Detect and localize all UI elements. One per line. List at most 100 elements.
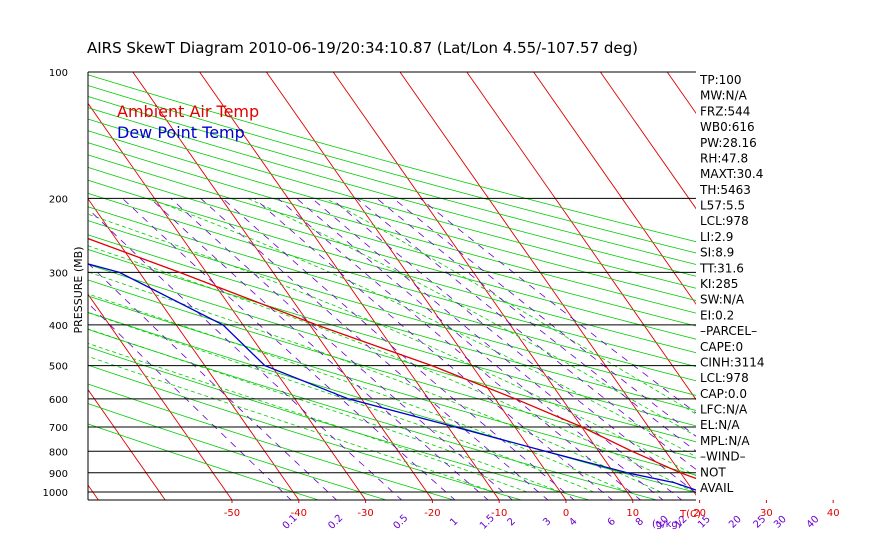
bottom-temp-tick-labels: -50 -40 -30 -20 -10 0 10 20 30 40 [224,500,840,519]
bottom-temp-tick-label: -10 [491,508,507,519]
index-item: AVAIL [700,481,734,495]
mixing-ratio-label: 6 [606,516,618,528]
isotherm-line [533,72,696,305]
pressure-tick-label: 700 [49,423,68,434]
index-item: LI:2.9 [700,230,733,244]
dry-adiabat-line [88,311,696,493]
dry-adiabat-line [88,249,696,427]
mixing-unit-label: (g/kg) [652,519,682,530]
bottom-temp-tick-label: 30 [760,508,773,519]
isotherm-line [600,72,696,210]
mixing-ratio-label: 2 [506,516,518,528]
pressure-tick-label: 100 [49,68,68,79]
index-item: TP:100 [699,73,742,87]
bottom-temp-tick-label: 20 [693,508,706,519]
mixing-ratio-line [254,198,614,500]
bottom-temp-tick-label: -40 [291,508,307,519]
mixing-ratio-label: 1 [448,516,460,528]
index-item: SW:N/A [700,293,745,307]
index-item: NOT [700,465,726,479]
mixing-ratio-label: 8 [634,516,646,528]
index-item: FRZ:544 [700,104,750,118]
pressure-tick-label: 500 [49,362,68,373]
dry-adiabat-line [88,179,696,354]
bottom-temp-tick-label: -20 [424,508,440,519]
isotherm-line [466,72,696,401]
dry-adiabat-line [88,220,696,396]
index-item: RH:47.8 [700,151,748,165]
index-item: WB0:616 [700,120,755,134]
pressure-tick-label: 900 [49,469,68,480]
mixing-ratio-line [393,198,696,437]
index-item: LCL:978 [700,371,749,385]
mixing-ratio-line [88,208,403,500]
mixing-ratio-line [376,198,696,452]
mixing-ratio-label: 40 [805,514,822,531]
index-item: MW:N/A [700,89,748,103]
isotherm-line [666,72,696,114]
index-item: MPL:N/A [700,434,750,448]
dry-adiabat-line [88,346,590,500]
dry-adiabat-line [88,328,657,500]
dry-adiabat-line [88,142,696,314]
pressure-tick-labels: 100 200 300 400 500 600 700 800 900 1000 [43,68,68,499]
pressure-tick-label: 200 [49,194,68,205]
legend-ambient-air-temp: Ambient Air Temp [117,102,259,121]
mixing-ratio-label: 20 [727,514,744,531]
dry-adiabat-line [88,130,696,301]
pressure-tick-label: 400 [49,321,68,332]
mixing-ratio-line [88,302,292,500]
dry-adiabat-line [88,118,696,289]
bottom-temp-tick-label: 0 [563,508,569,519]
index-item: KI:285 [700,277,738,291]
mixing-ratio-line [277,198,642,500]
isotherm-line [88,388,166,500]
index-item: TT:31.6 [699,261,744,275]
ambient-air-temp-line [88,237,696,480]
mixing-ratio-line [311,198,683,500]
pressure-tick-label: 600 [49,395,68,406]
mixing-ratio-line [356,198,696,470]
mixing-ratio-line [122,198,456,500]
index-item: EI:0.2 [700,308,734,322]
moist-adiabat-line [88,328,561,493]
bottom-temp-tick-label: 40 [827,508,840,519]
index-item: CAPE:0 [700,340,743,354]
mixing-ratio-line [88,262,338,500]
dry-adiabat-line [88,107,696,277]
dry-adiabat-line [88,74,696,243]
index-item: EL:N/A [700,418,740,432]
dry-adiabat-line [88,383,454,500]
isotherm-line [0,72,32,500]
mixing-ratio-line [150,198,489,500]
pressure-tick-label: 300 [49,268,68,279]
pressure-tick-label: 800 [49,447,68,458]
isotherm-line [88,198,300,500]
isotherm-line [132,72,433,500]
dry-adiabat-line [88,85,696,254]
dry-adiabat-line [88,206,696,382]
dry-adiabat-line [88,403,387,500]
index-item: SI:8.9 [700,246,734,260]
mixing-ratio-label: 0.2 [326,513,345,532]
index-item: LCL:978 [700,214,749,228]
index-item: MAXT:30.4 [700,167,763,181]
index-item: –PARCEL– [700,324,757,338]
mixing-ratio-line [296,198,664,500]
index-item: CAP:0.0 [700,387,747,401]
mixing-ratio-label: 3 [541,516,553,528]
dry-adiabat-line [88,423,319,500]
mixing-ratio-line [331,198,696,494]
moist-adiabat-line [88,312,594,493]
mixing-ratio-line [170,198,514,500]
mixing-ratio-line [222,198,575,500]
dry-adiabat-line [88,234,696,411]
isotherm-line [332,72,634,500]
isotherm-line [88,293,233,500]
bottom-temp-tick-label: 10 [626,508,639,519]
dew-point-temp-line [88,263,696,491]
dry-adiabat-line [88,96,696,265]
dry-adiabat-line [88,166,696,340]
